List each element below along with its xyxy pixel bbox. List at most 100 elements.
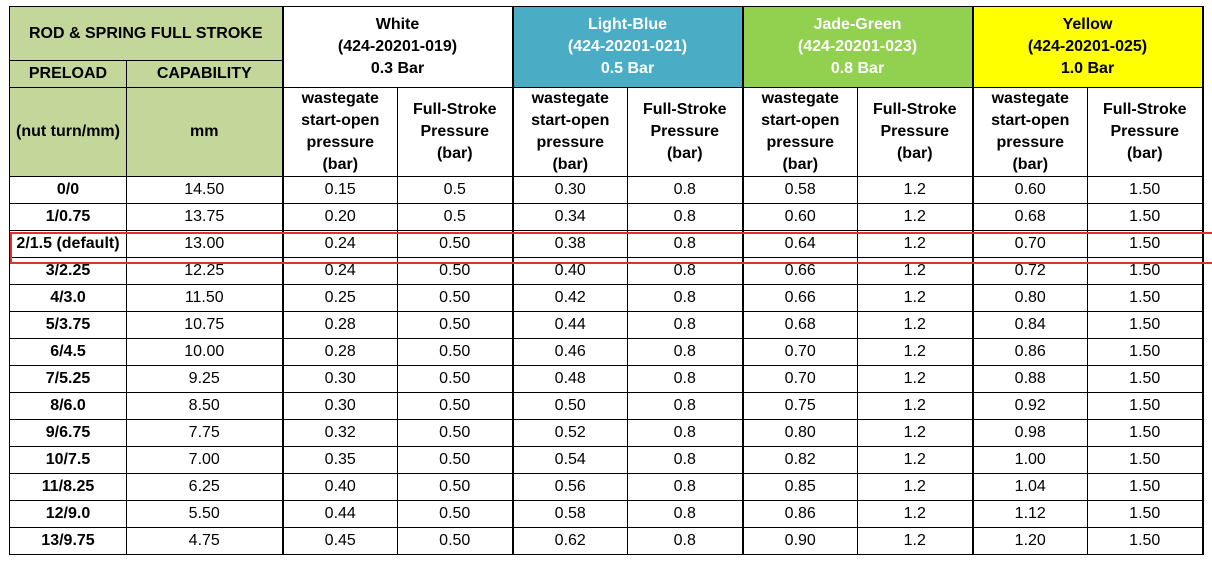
full-stroke-pressure-cell: 1.2 (857, 203, 973, 231)
capability-cell: 13.00 (126, 230, 283, 258)
preload-cell: 1/0.75 (9, 203, 127, 231)
spring-part: (424-20201-019) (337, 38, 458, 55)
full-stroke-pressure-cell: 0.8 (627, 500, 743, 528)
capability-cell: 13.75 (126, 203, 283, 231)
table-row: 1/0.75 13.75 0.20 0.5 0.34 0.8 0.60 1.2 0.68 1.50 (9, 203, 1204, 231)
start-open-pressure-cell: 0.28 (281, 311, 398, 339)
full-stroke-pressure-header: Full-Stroke Pressure (bar) (857, 87, 973, 177)
header-line: start-open (301, 112, 380, 129)
header-line: Pressure (880, 123, 950, 140)
header-line: (bar) (322, 156, 359, 173)
start-open-pressure-cell: 0.72 (971, 257, 1088, 285)
table-row: 2/1.5 (default) 13.00 0.24 0.50 0.38 0.8 0.64 1… (9, 230, 1204, 258)
start-open-pressure-cell: 0.82 (741, 446, 858, 474)
spring-part: (424-20201-021) (567, 38, 688, 55)
full-stroke-pressure-cell: 1.2 (857, 500, 973, 528)
spring-pressure: 0.8 Bar (830, 60, 885, 77)
header-line: wastegate (761, 90, 839, 107)
start-open-pressure-cell: 1.04 (971, 473, 1088, 501)
header-line: (bar) (436, 145, 473, 162)
full-stroke-pressure-cell: 0.50 (397, 473, 513, 501)
table-row: 10/7.5 7.00 0.35 0.50 0.54 0.8 0.82 1.2 1.00 1.50 (9, 446, 1204, 474)
start-open-pressure-cell: 0.54 (511, 446, 628, 474)
start-open-pressure-cell: 0.35 (281, 446, 398, 474)
start-open-pressure-cell: 0.45 (281, 527, 398, 555)
full-stroke-pressure-cell: 1.50 (1087, 446, 1204, 474)
full-stroke-pressure-cell: 0.50 (397, 230, 513, 258)
start-open-pressure-cell: 0.68 (741, 311, 858, 339)
start-open-pressure-cell: 0.38 (511, 230, 628, 258)
table-row: 13/9.75 4.75 0.45 0.50 0.62 0.8 0.90 1.2 1.20 1.5… (9, 527, 1204, 555)
preload-cell: 3/2.25 (9, 257, 127, 285)
start-open-pressure-cell: 0.98 (971, 419, 1088, 447)
full-stroke-pressure-cell: 0.8 (627, 311, 743, 339)
full-stroke-pressure-cell: 0.8 (627, 284, 743, 312)
start-open-pressure-cell: 0.75 (741, 392, 858, 420)
full-stroke-pressure-cell: 1.50 (1087, 176, 1204, 204)
full-stroke-pressure-cell: 0.8 (627, 419, 743, 447)
start-open-pressure-cell: 0.30 (281, 365, 398, 393)
full-stroke-pressure-cell: 1.2 (857, 365, 973, 393)
header-line: Full-Stroke (1102, 101, 1187, 118)
header-line: pressure (536, 134, 605, 151)
capability-cell: 7.75 (126, 419, 283, 447)
start-open-pressure-cell: 0.32 (281, 419, 398, 447)
start-open-pressure-cell: 0.62 (511, 527, 628, 555)
capability-cell: 8.50 (126, 392, 283, 420)
full-stroke-pressure-cell: 1.50 (1087, 392, 1204, 420)
header-line: Full-Stroke (642, 101, 727, 118)
start-open-pressure-cell: 0.80 (971, 284, 1088, 312)
start-open-pressure-cell: 0.42 (511, 284, 628, 312)
start-open-pressure-header: wastegate start-open pressure (bar) (971, 87, 1088, 177)
start-open-pressure-cell: 0.60 (741, 203, 858, 231)
start-open-pressure-cell: 0.40 (511, 257, 628, 285)
full-stroke-pressure-cell: 0.50 (397, 500, 513, 528)
header-line: pressure (766, 134, 835, 151)
start-open-pressure-cell: 0.46 (511, 338, 628, 366)
preload-cell: 6/4.5 (9, 338, 127, 366)
table-row: 7/5.25 9.25 0.30 0.50 0.48 0.8 0.70 1.2 0.88 1.50 (9, 365, 1204, 393)
full-stroke-pressure-cell: 0.50 (397, 284, 513, 312)
start-open-pressure-cell: 0.90 (741, 527, 858, 555)
full-stroke-pressure-header: Full-Stroke Pressure (bar) (397, 87, 513, 177)
capability-cell: 10.00 (126, 338, 283, 366)
full-stroke-pressure-cell: 1.50 (1087, 203, 1204, 231)
table-row: 12/9.0 5.50 0.44 0.50 0.58 0.8 0.86 1.2 1.12 1.50 (9, 500, 1204, 528)
table-title: ROD & SPRING FULL STROKE (9, 6, 283, 61)
start-open-pressure-cell: 0.50 (511, 392, 628, 420)
start-open-pressure-cell: 0.25 (281, 284, 398, 312)
spring-pressure: 0.3 Bar (370, 60, 425, 77)
header-line: (bar) (666, 145, 703, 162)
full-stroke-pressure-cell: 1.2 (857, 176, 973, 204)
start-open-pressure-cell: 0.86 (971, 338, 1088, 366)
full-stroke-pressure-header: Full-Stroke Pressure (bar) (627, 87, 743, 177)
full-stroke-pressure-cell: 0.8 (627, 527, 743, 555)
full-stroke-pressure-cell: 1.50 (1087, 338, 1204, 366)
preload-cell: 0/0 (9, 176, 127, 204)
full-stroke-pressure-cell: 0.8 (627, 176, 743, 204)
spring-header-light-blue: Light-Blue (424-20201-021) 0.5 Bar (511, 6, 743, 88)
header-line: Pressure (420, 123, 490, 140)
full-stroke-pressure-cell: 0.8 (627, 338, 743, 366)
capability-cell: 12.25 (126, 257, 283, 285)
table-row: 5/3.75 10.75 0.28 0.50 0.44 0.8 0.68 1.2 0.84 1.5… (9, 311, 1204, 339)
header-line: Full-Stroke (872, 101, 957, 118)
full-stroke-pressure-cell: 1.50 (1087, 365, 1204, 393)
capability-cell: 5.50 (126, 500, 283, 528)
spring-preload-table: ROD & SPRING FULL STROKE White (424-2020… (9, 6, 1204, 555)
header-line: start-open (761, 112, 840, 129)
start-open-pressure-cell: 0.28 (281, 338, 398, 366)
capability-cell: 7.00 (126, 446, 283, 474)
header-line: start-open (991, 112, 1070, 129)
spring-part: (424-20201-023) (797, 38, 918, 55)
spring-header-yellow: Yellow (424-20201-025) 1.0 Bar (971, 6, 1204, 88)
spring-pressure: 0.5 Bar (600, 60, 655, 77)
header-line: (bar) (1012, 156, 1049, 173)
start-open-pressure-cell: 0.44 (511, 311, 628, 339)
capability-header: CAPABILITY (126, 60, 283, 88)
header-line: (bar) (896, 145, 933, 162)
start-open-pressure-cell: 0.60 (971, 176, 1088, 204)
full-stroke-pressure-cell: 1.2 (857, 419, 973, 447)
preload-cell: 13/9.75 (9, 527, 127, 555)
full-stroke-pressure-cell: 0.8 (627, 203, 743, 231)
